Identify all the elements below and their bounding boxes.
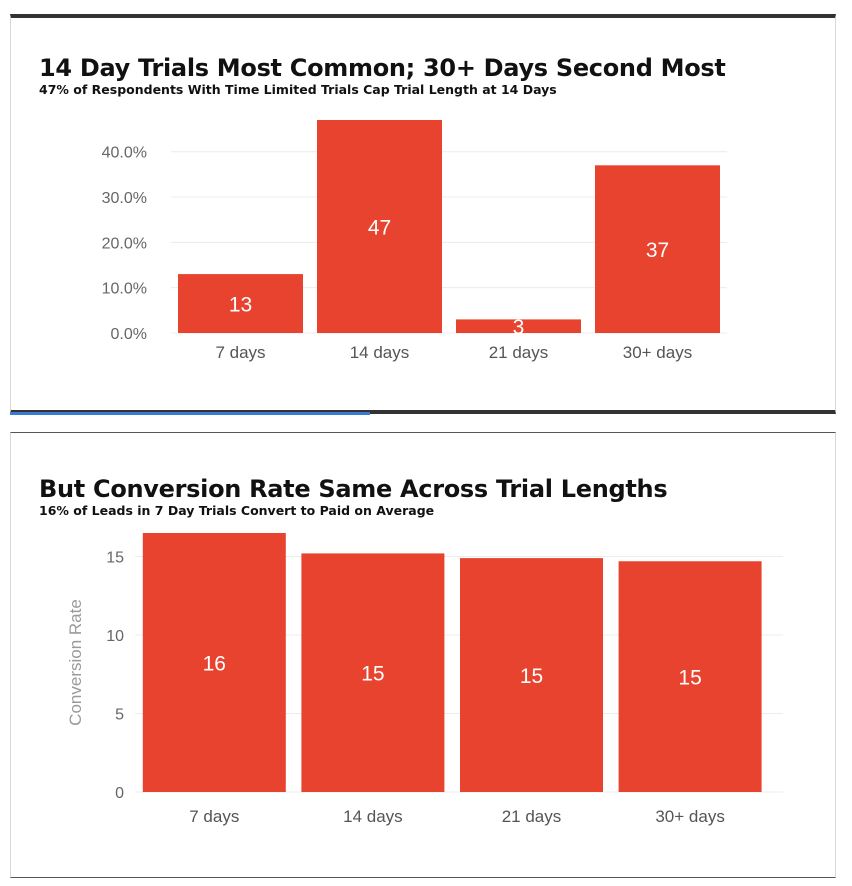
bar-data-label: 13 <box>229 294 252 317</box>
bar <box>317 120 442 333</box>
y-tick-label: 30.0% <box>102 190 147 207</box>
bar-data-label: 47 <box>368 217 391 240</box>
bar-data-label: 37 <box>646 239 669 262</box>
bar <box>301 553 445 792</box>
y-tick-label: 10.0% <box>102 281 147 298</box>
bar <box>142 533 286 792</box>
x-category-label: 14 days <box>343 807 403 826</box>
x-category-label: 21 days <box>502 807 562 826</box>
x-category-label: 30+ days <box>655 807 724 826</box>
chart-subtitle: 16% of Leads in 7 Day Trials Convert to … <box>39 503 435 518</box>
x-category-label: 7 days <box>189 807 239 826</box>
conversion-rate-bar-chart: 0 5 10 15 16 7 days 15 14 days 15 21 days 15 30+ da… <box>66 533 783 826</box>
bar-data-label: 15 <box>520 665 543 688</box>
x-category-label: 7 days <box>215 343 265 362</box>
y-tick-label: 5 <box>115 707 124 724</box>
x-category-label: 21 days <box>489 343 549 362</box>
chart-panel-conversion-rate: But Conversion Rate Same Across Trial Le… <box>10 432 836 878</box>
x-category-label: 30+ days <box>623 343 692 362</box>
y-tick-label: 10 <box>106 628 124 645</box>
y-tick-label: 20.0% <box>102 235 147 252</box>
y-axis-label: Conversion Rate <box>66 599 85 726</box>
bar-data-label: 3 <box>513 316 525 339</box>
y-tick-label: 0.0% <box>111 326 147 343</box>
bar-data-label: 15 <box>678 667 701 690</box>
chart-panel-trial-length: 14 Day Trials Most Common; 30+ Days Seco… <box>10 14 836 414</box>
chart-title: 14 Day Trials Most Common; 30+ Days Seco… <box>39 54 726 82</box>
chart-title: But Conversion Rate Same Across Trial Le… <box>39 475 668 503</box>
y-tick-label: 40.0% <box>102 145 147 162</box>
bar <box>178 274 303 333</box>
bar <box>456 319 581 333</box>
bar <box>618 561 762 792</box>
bar <box>460 558 603 792</box>
y-tick-label: 0 <box>115 785 124 802</box>
bar-data-label: 16 <box>203 653 226 676</box>
chart-subtitle: 47% of Respondents With Time Limited Tri… <box>39 82 557 97</box>
y-tick-label: 15 <box>106 550 124 567</box>
bar-data-label: 15 <box>361 663 384 686</box>
x-category-label: 14 days <box>350 343 410 362</box>
trial-length-bar-chart: 0.0% 10.0% 20.0% 30.0% 40.0% 13 7 days 47 14 day… <box>102 120 727 362</box>
divider-strip <box>10 412 370 415</box>
bar <box>595 165 720 333</box>
